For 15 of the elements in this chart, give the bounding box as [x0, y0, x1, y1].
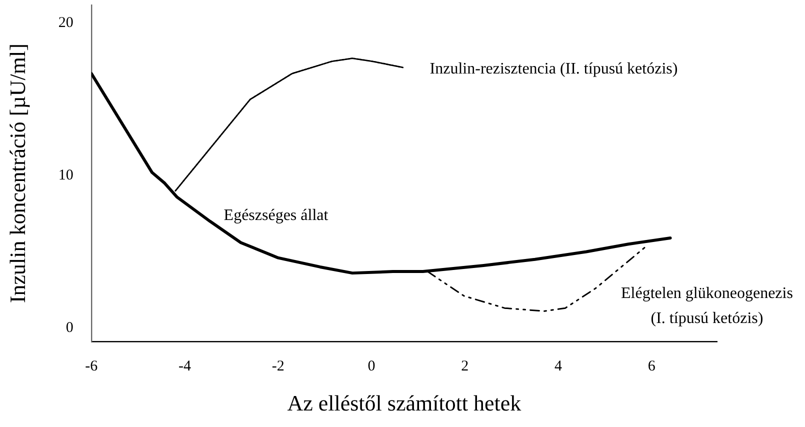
- y-tick-label: 0: [66, 320, 74, 336]
- series-label: Egészséges állat: [224, 206, 329, 224]
- x-tick-label: 0: [368, 358, 376, 375]
- series-label: Inzulin-rezisztencia (II. típusú ketózis): [430, 60, 678, 78]
- x-tick-label: -4: [178, 358, 192, 375]
- x-tick-label: 6: [648, 358, 656, 375]
- y-tick-label: 10: [58, 168, 74, 184]
- y-tick-label: 20: [58, 15, 74, 32]
- x-axis-title: Az elléstől számított hetek: [287, 390, 522, 416]
- y-axis-title: Inzulin koncentráció [µU/ml]: [4, 44, 30, 304]
- x-tick-label: 4: [554, 358, 563, 375]
- x-tick-label: 2: [461, 358, 469, 375]
- series-label: Elégtelen glükoneogenezis (I. típusú ketózis): [621, 284, 793, 327]
- x-tick-label: -2: [272, 358, 284, 375]
- x-tick-label: -6: [85, 358, 98, 375]
